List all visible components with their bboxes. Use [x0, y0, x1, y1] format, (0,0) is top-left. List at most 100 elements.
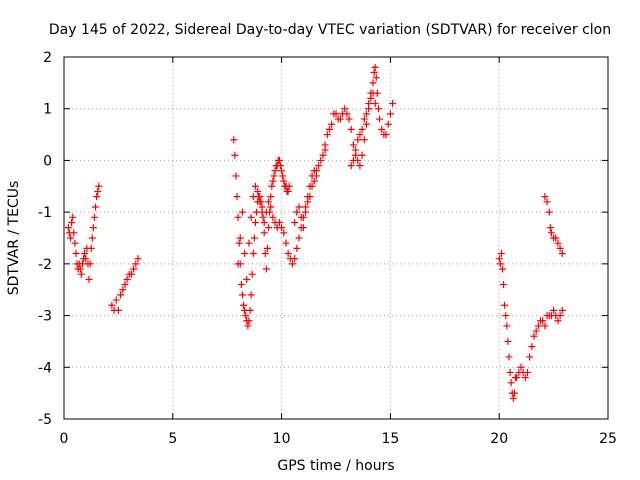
- data-point: [236, 234, 244, 242]
- data-point: [367, 94, 375, 102]
- data-point: [389, 100, 397, 108]
- data-point: [260, 218, 268, 226]
- data-point: [319, 151, 327, 159]
- data-point: [325, 125, 333, 133]
- data-point: [265, 224, 273, 232]
- data-point: [315, 162, 323, 170]
- data-point: [369, 89, 377, 97]
- data-point: [328, 120, 336, 128]
- data-point: [72, 250, 80, 258]
- data-point: [356, 131, 364, 139]
- data-point: [81, 250, 89, 258]
- data-point: [360, 115, 368, 123]
- x-axis-title: GPS time / hours: [277, 458, 394, 474]
- data-point: [277, 162, 285, 170]
- data-point: [68, 218, 76, 226]
- data-point: [291, 255, 299, 263]
- data-point: [130, 265, 138, 273]
- data-point: [267, 203, 275, 211]
- data-point: [132, 260, 140, 268]
- data-point: [270, 172, 278, 180]
- data-point: [345, 115, 353, 123]
- data-point: [134, 255, 142, 263]
- data-point: [265, 198, 273, 206]
- data-point: [321, 141, 329, 149]
- x-tick-label: 10: [273, 431, 291, 447]
- data-point: [86, 260, 94, 268]
- data-point: [76, 265, 84, 273]
- data-point: [251, 182, 259, 190]
- data-point: [260, 229, 268, 237]
- data-point: [77, 270, 85, 278]
- data-point: [245, 317, 253, 325]
- data-point: [237, 281, 245, 289]
- y-tick-label: 1: [43, 102, 52, 118]
- data-point: [284, 187, 292, 195]
- data-point: [127, 270, 135, 278]
- data-point: [528, 343, 536, 351]
- data-point: [509, 394, 517, 402]
- data-point: [246, 306, 254, 314]
- data-point: [259, 213, 267, 221]
- data-point: [513, 374, 521, 382]
- data-point: [362, 120, 370, 128]
- data-point: [343, 110, 351, 118]
- data-point: [360, 136, 368, 144]
- data-point: [269, 213, 277, 221]
- data-point: [302, 208, 310, 216]
- data-point: [523, 368, 531, 376]
- data-point: [69, 213, 77, 221]
- data-point: [521, 374, 529, 382]
- data-point: [250, 234, 258, 242]
- data-point: [271, 167, 279, 175]
- data-point: [310, 177, 318, 185]
- data-point: [546, 224, 554, 232]
- data-point: [496, 260, 504, 268]
- data-point: [240, 301, 248, 309]
- data-point: [123, 275, 131, 283]
- data-point: [382, 131, 390, 139]
- data-point: [93, 193, 101, 201]
- data-point: [231, 151, 239, 159]
- data-point: [374, 105, 382, 113]
- y-axis: -5 -4 -3 -2 -1 0 1 2: [38, 50, 608, 428]
- data-point: [279, 172, 287, 180]
- data-point: [114, 306, 122, 314]
- data-point: [550, 306, 558, 314]
- data-point: [312, 172, 320, 180]
- data-point: [235, 239, 243, 247]
- data-point: [278, 224, 286, 232]
- data-point: [541, 322, 549, 330]
- data-point: [505, 353, 513, 361]
- data-point: [556, 312, 564, 320]
- y-tick-label: -2: [38, 257, 52, 273]
- data-point: [372, 74, 380, 82]
- data-point: [370, 69, 378, 77]
- data-point: [526, 353, 534, 361]
- data-point: [532, 327, 540, 335]
- data-point: [356, 162, 364, 170]
- data-point: [90, 213, 98, 221]
- data-point: [262, 265, 270, 273]
- data-point: [267, 193, 275, 201]
- x-tick-label: 0: [60, 431, 69, 447]
- data-point: [70, 229, 78, 237]
- data-point: [71, 239, 79, 247]
- data-point: [248, 270, 256, 278]
- data-point: [365, 100, 373, 108]
- data-point: [247, 291, 255, 299]
- data-point: [238, 291, 246, 299]
- data-point: [284, 250, 292, 258]
- data-point: [384, 120, 392, 128]
- data-point: [262, 208, 270, 216]
- data-point: [347, 125, 355, 133]
- data-point: [242, 312, 250, 320]
- data-point: [349, 156, 357, 164]
- data-point: [295, 203, 303, 211]
- y-tick-label: -1: [38, 205, 52, 221]
- data-point: [64, 224, 72, 232]
- data-point: [87, 244, 95, 252]
- y-tick-label: -4: [38, 360, 52, 376]
- data-point: [539, 317, 547, 325]
